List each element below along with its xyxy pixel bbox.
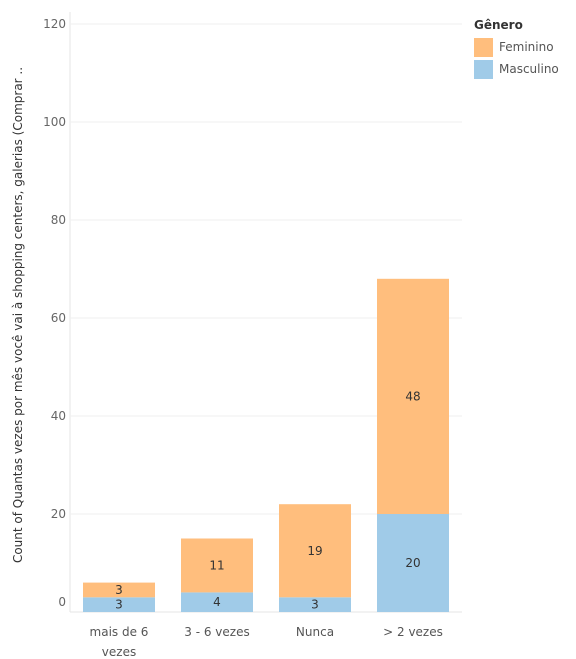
y-tick-label: 100 — [43, 115, 66, 129]
bar-feminino-0[interactable] — [83, 582, 155, 598]
bar-feminino-3[interactable] — [377, 278, 449, 514]
y-tick-label: 60 — [51, 311, 66, 325]
legend-item-feminino[interactable]: Feminino — [474, 36, 559, 58]
y-tick-label: 120 — [43, 17, 66, 31]
bar-masculino-1[interactable] — [181, 592, 253, 612]
bar-masculino-3[interactable] — [377, 514, 449, 612]
y-tick-label: 80 — [51, 213, 66, 227]
bars — [83, 278, 449, 612]
data-label-masculino-0: 3 — [115, 598, 123, 612]
x-tick-label: 3 - 6 vezes — [184, 625, 249, 639]
data-label-masculino-1: 4 — [213, 595, 221, 609]
y-tick-label: 20 — [51, 507, 66, 521]
legend-label-feminino: Feminino — [499, 40, 554, 54]
y-axis-title: Count of Quantas vezes por mês você vai … — [11, 67, 25, 563]
legend-label-masculino: Masculino — [499, 62, 559, 76]
legend-item-masculino[interactable]: Masculino — [474, 58, 559, 80]
legend-swatch-masculino — [474, 59, 493, 79]
data-label-feminino-0: 3 — [115, 583, 123, 597]
data-label-masculino-3: 20 — [405, 556, 420, 570]
x-tick-label: Nunca — [296, 625, 334, 639]
data-label-feminino-3: 48 — [405, 389, 420, 403]
data-label-feminino-1: 11 — [209, 558, 224, 572]
bar-feminino-2[interactable] — [279, 504, 351, 598]
legend-swatch-feminino — [474, 37, 493, 57]
x-tick-label: mais de 6 vezes — [90, 625, 149, 659]
legend: Gênero Feminino Masculino — [474, 18, 559, 80]
y-tick-label: 0 — [58, 595, 66, 609]
bar-feminino-1[interactable] — [181, 538, 253, 593]
data-label-feminino-2: 19 — [307, 544, 322, 558]
y-tick-label: 40 — [51, 409, 66, 423]
legend-title: Gênero — [474, 18, 523, 32]
bar-masculino-0[interactable] — [83, 597, 155, 612]
data-label-masculino-2: 3 — [311, 598, 319, 612]
x-tick-label: > 2 vezes — [383, 625, 443, 639]
bar-masculino-2[interactable] — [279, 597, 351, 612]
